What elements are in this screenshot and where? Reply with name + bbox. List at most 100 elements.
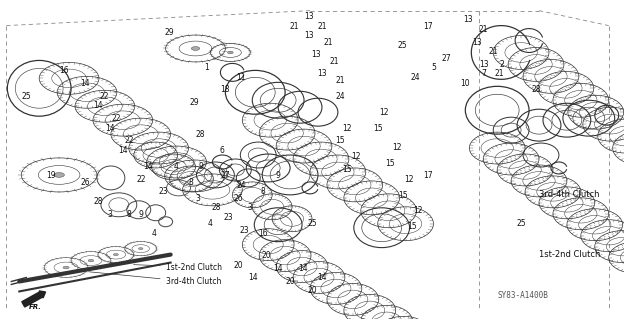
Text: 7: 7: [481, 69, 486, 78]
Text: 25: 25: [398, 41, 408, 50]
Text: 13: 13: [304, 31, 314, 40]
Text: 14: 14: [142, 162, 152, 171]
Text: 3: 3: [248, 203, 252, 212]
Text: 23: 23: [158, 188, 168, 196]
Text: 21: 21: [488, 47, 498, 56]
Text: 28: 28: [211, 203, 221, 212]
Text: 11: 11: [236, 73, 246, 82]
Text: 8: 8: [126, 210, 131, 219]
Text: 25: 25: [516, 219, 526, 228]
Text: 12: 12: [392, 143, 401, 152]
Text: 5: 5: [431, 63, 436, 72]
Ellipse shape: [139, 248, 143, 250]
Text: 22: 22: [137, 175, 146, 184]
Text: 15: 15: [336, 136, 346, 145]
Text: 20: 20: [261, 251, 271, 260]
Text: 21: 21: [494, 69, 504, 78]
Text: 24: 24: [336, 92, 346, 101]
Text: 14: 14: [81, 79, 90, 88]
Text: 2: 2: [500, 60, 504, 69]
Text: 22: 22: [99, 92, 109, 101]
Text: 3: 3: [108, 210, 112, 219]
Text: 13: 13: [479, 60, 489, 69]
Ellipse shape: [113, 253, 118, 256]
Text: 21: 21: [479, 25, 488, 34]
Text: 21: 21: [289, 22, 299, 31]
Text: 13: 13: [463, 15, 473, 24]
Text: 25: 25: [21, 92, 31, 101]
Text: 13: 13: [311, 50, 321, 59]
Text: 14: 14: [317, 273, 327, 282]
Text: 19: 19: [46, 172, 56, 180]
Text: 18: 18: [221, 85, 230, 94]
Text: 15: 15: [398, 190, 408, 200]
Text: 14: 14: [118, 146, 127, 155]
Text: 12: 12: [404, 175, 414, 184]
Text: 21: 21: [317, 22, 327, 31]
Text: 27: 27: [441, 53, 451, 62]
Text: FR.: FR.: [29, 304, 42, 310]
Text: 9: 9: [198, 162, 203, 171]
Text: 28: 28: [93, 197, 103, 206]
Text: 12: 12: [379, 108, 389, 117]
Text: 24: 24: [411, 73, 420, 82]
Text: 16: 16: [59, 66, 68, 75]
Text: 15: 15: [373, 124, 382, 132]
Text: 12: 12: [351, 152, 361, 161]
Text: 26: 26: [233, 194, 242, 203]
Ellipse shape: [63, 266, 69, 269]
Text: 15: 15: [408, 222, 417, 231]
Text: 9: 9: [276, 172, 281, 180]
Text: 29: 29: [189, 98, 199, 107]
Text: 23: 23: [239, 226, 249, 235]
Text: 13: 13: [304, 12, 314, 21]
Text: 14: 14: [106, 124, 115, 132]
Text: 12: 12: [414, 206, 423, 215]
Text: 23: 23: [224, 213, 233, 222]
Ellipse shape: [88, 259, 94, 262]
Text: 9: 9: [139, 210, 144, 219]
Ellipse shape: [228, 51, 233, 54]
Ellipse shape: [54, 172, 64, 177]
Text: 1: 1: [204, 63, 209, 72]
Text: 22: 22: [124, 136, 134, 145]
Text: 17: 17: [422, 172, 432, 180]
Text: 4: 4: [151, 229, 156, 238]
Text: 1st-2nd Clutch: 1st-2nd Clutch: [539, 250, 601, 259]
Text: 28: 28: [196, 130, 205, 139]
Text: 26: 26: [81, 178, 90, 187]
Text: 13: 13: [472, 38, 482, 47]
Text: 20: 20: [233, 261, 242, 270]
Text: 29: 29: [164, 28, 174, 37]
Text: 14: 14: [298, 264, 308, 273]
Text: 8: 8: [261, 188, 265, 196]
Text: 27: 27: [221, 172, 230, 180]
Text: 3: 3: [195, 194, 200, 203]
Text: 25: 25: [308, 219, 318, 228]
Text: 15: 15: [386, 159, 395, 168]
Ellipse shape: [191, 47, 200, 50]
Text: 24: 24: [236, 181, 246, 190]
Text: 13: 13: [317, 69, 327, 78]
Text: 4: 4: [208, 219, 212, 228]
Text: 14: 14: [274, 264, 283, 273]
Text: 10: 10: [460, 79, 470, 88]
Text: 22: 22: [112, 114, 121, 123]
Text: 3rd-4th Clutch: 3rd-4th Clutch: [89, 272, 221, 286]
Text: 8: 8: [189, 178, 194, 187]
Text: SY83-A1400B: SY83-A1400B: [498, 291, 548, 300]
Text: 4: 4: [173, 162, 178, 171]
Text: 14: 14: [93, 101, 103, 110]
Text: 12: 12: [342, 124, 351, 132]
Text: 20: 20: [286, 276, 296, 285]
Text: 15: 15: [342, 165, 351, 174]
Text: 16: 16: [258, 229, 268, 238]
Text: 1st-2nd Clutch: 1st-2nd Clutch: [134, 262, 222, 272]
Text: 3rd-4th Clutch: 3rd-4th Clutch: [539, 190, 599, 199]
Text: 21: 21: [336, 76, 345, 85]
Text: 21: 21: [323, 38, 332, 47]
Text: 20: 20: [308, 286, 318, 295]
Text: 6: 6: [220, 146, 225, 155]
Text: 21: 21: [329, 57, 339, 66]
FancyArrow shape: [22, 291, 46, 307]
